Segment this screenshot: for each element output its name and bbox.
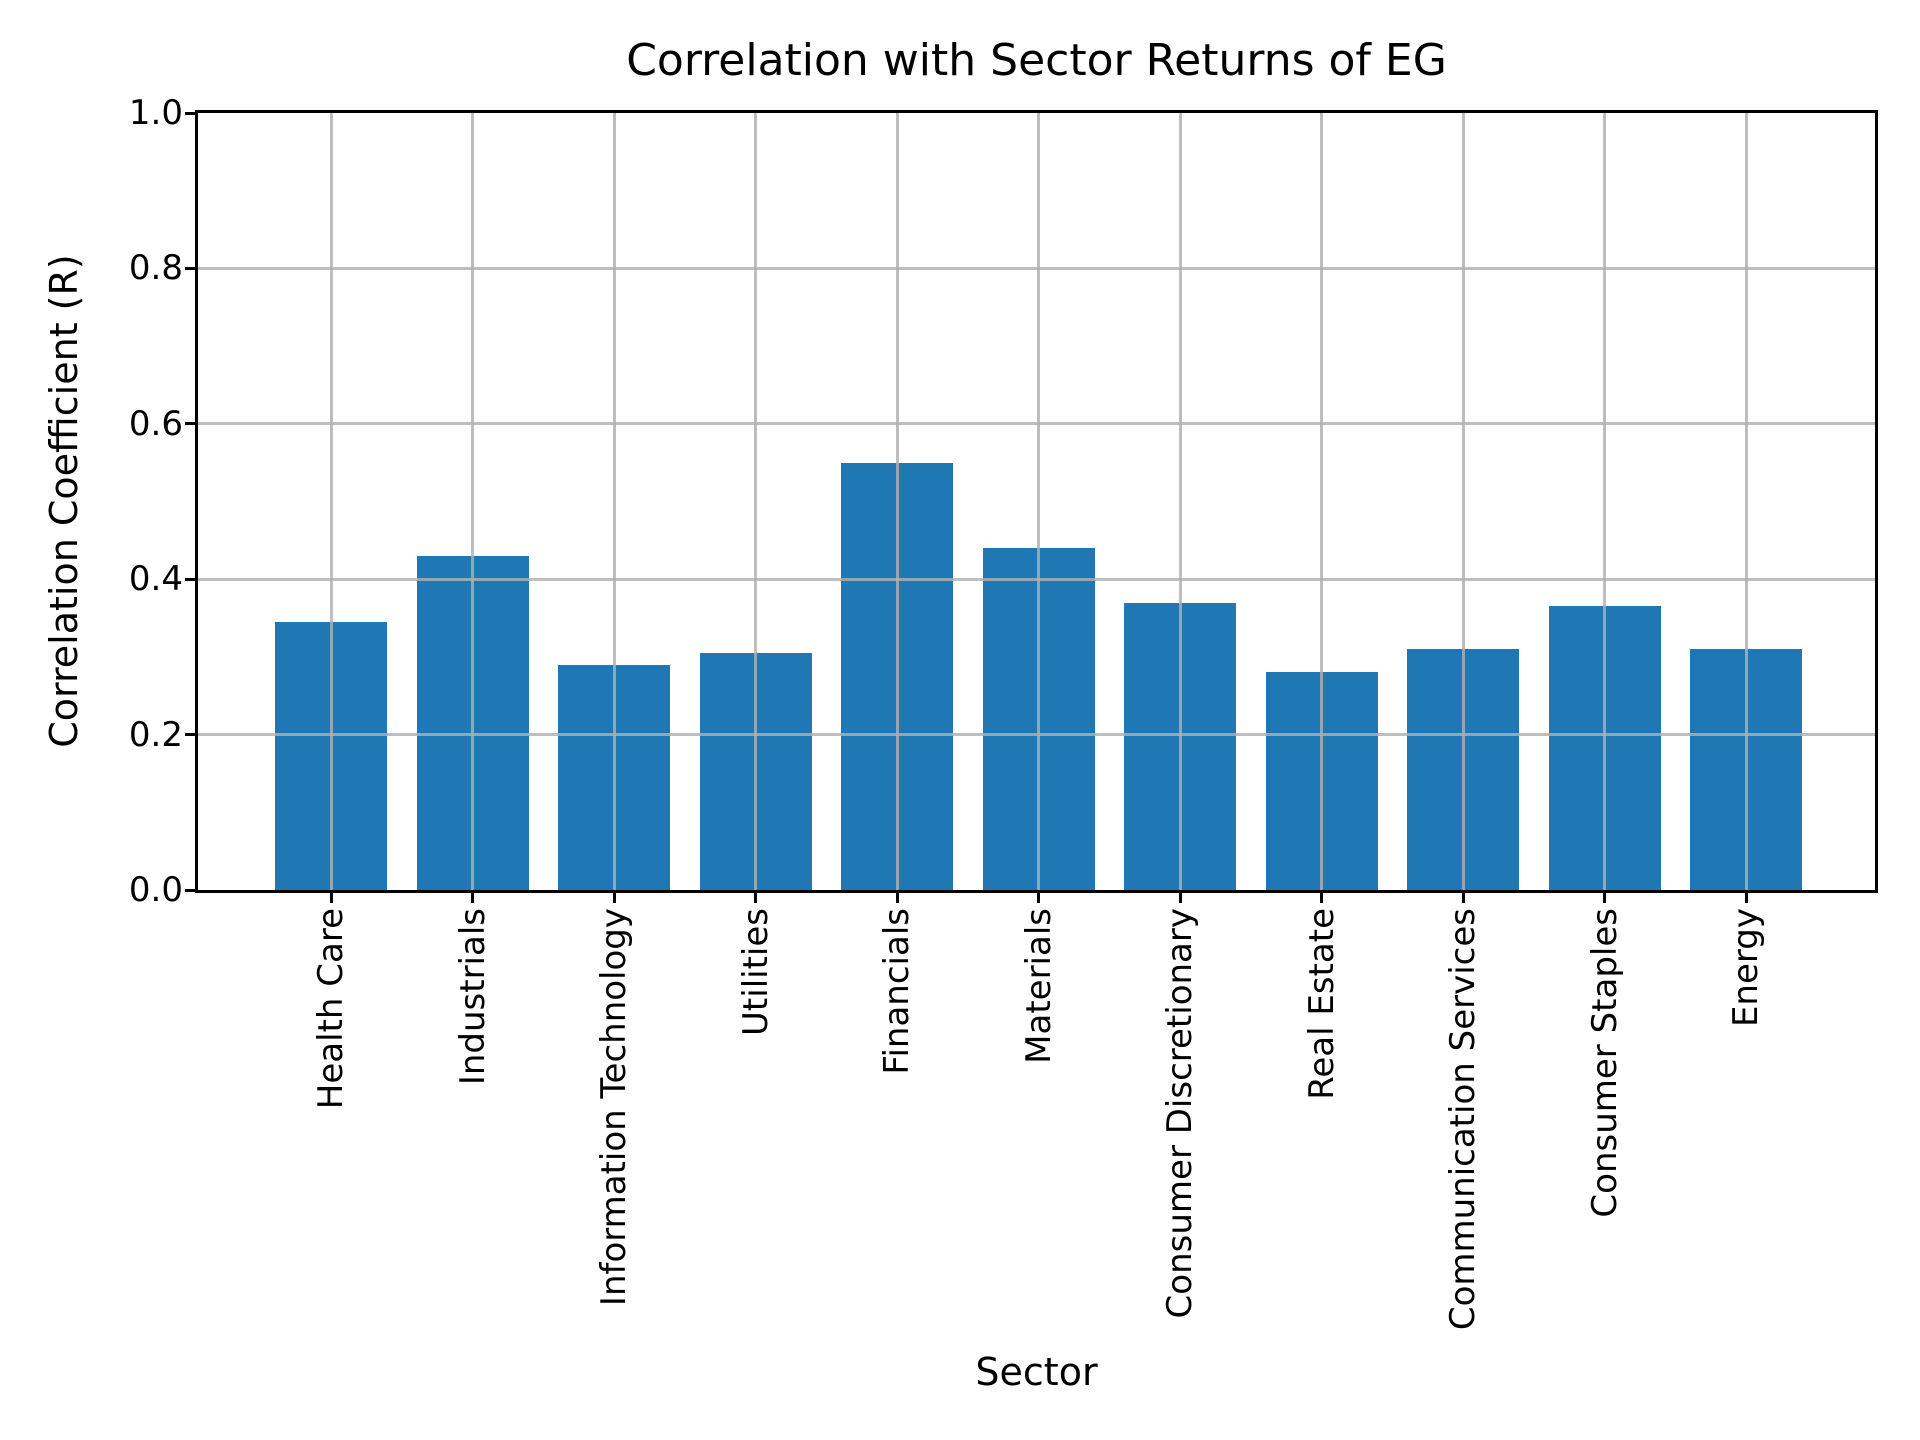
y-tick-label-0.2: 0.2 <box>128 714 183 755</box>
plot-area <box>195 110 1878 893</box>
y-tick-label-0.4: 0.4 <box>128 559 183 600</box>
x-tick-label-industrials: Industrials <box>452 908 493 1086</box>
x-tick-real-estate <box>1320 893 1323 903</box>
y-gridline-0.4 <box>198 577 1875 581</box>
x-gridline-financials <box>895 113 899 890</box>
x-gridline-information-technology <box>612 113 616 890</box>
x-tick-label-energy: Energy <box>1726 908 1766 1028</box>
x-gridline-energy <box>1744 113 1748 890</box>
x-gridline-health-care <box>329 113 333 890</box>
y-tick-0.6 <box>185 422 195 426</box>
x-tick-information-technology <box>612 893 616 903</box>
y-tick-0.0 <box>185 888 195 892</box>
x-tick-utilities <box>754 893 757 903</box>
y-tick-0.8 <box>185 266 195 270</box>
x-tick-consumer-discretionary <box>1178 893 1182 903</box>
x-tick-financials <box>895 893 899 903</box>
y-tick-label-0.8: 0.8 <box>128 248 183 289</box>
x-tick-communication-services <box>1461 893 1465 903</box>
x-gridline-materials <box>1037 113 1040 890</box>
x-tick-label-financials: Financials <box>877 908 917 1075</box>
x-tick-consumer-staples <box>1603 893 1606 903</box>
x-gridline-utilities <box>754 113 757 890</box>
x-gridline-consumer-discretionary <box>1178 113 1182 890</box>
x-tick-label-health-care: Health Care <box>311 908 351 1110</box>
x-gridline-real-estate <box>1320 113 1323 890</box>
y-tick-label-1.0: 1.0 <box>128 93 183 133</box>
x-tick-label-real-estate: Real Estate <box>1301 908 1342 1100</box>
y-gridline-0.8 <box>198 266 1875 270</box>
x-gridline-consumer-staples <box>1603 113 1606 890</box>
x-tick-label-materials: Materials <box>1018 908 1059 1064</box>
y-axis-title: Correlation Coefficient (R) <box>42 254 86 748</box>
x-tick-industrials <box>471 893 474 903</box>
y-tick-label-0.0: 0.0 <box>128 870 183 910</box>
chart-title: Correlation with Sector Returns of EG <box>626 35 1447 86</box>
y-tick-label-0.6: 0.6 <box>128 403 183 444</box>
x-tick-health-care <box>329 893 333 903</box>
x-tick-label-consumer-staples: Consumer Staples <box>1584 908 1625 1218</box>
x-gridline-communication-services <box>1461 113 1465 890</box>
y-gridline-0.6 <box>198 422 1875 426</box>
y-tick-0.4 <box>185 577 195 581</box>
x-tick-label-consumer-discretionary: Consumer Discretionary <box>1160 908 1200 1319</box>
y-gridline-0.2 <box>198 733 1875 737</box>
x-tick-label-communication-services: Communication Services <box>1443 908 1483 1331</box>
x-tick-energy <box>1744 893 1748 903</box>
y-tick-1.0 <box>185 111 195 115</box>
x-tick-label-information-technology: Information Technology <box>594 908 634 1307</box>
y-tick-0.2 <box>185 733 195 737</box>
x-tick-materials <box>1037 893 1040 903</box>
x-axis-title: Sector <box>975 1350 1098 1394</box>
x-gridline-industrials <box>471 113 474 890</box>
x-tick-label-utilities: Utilities <box>735 908 776 1036</box>
